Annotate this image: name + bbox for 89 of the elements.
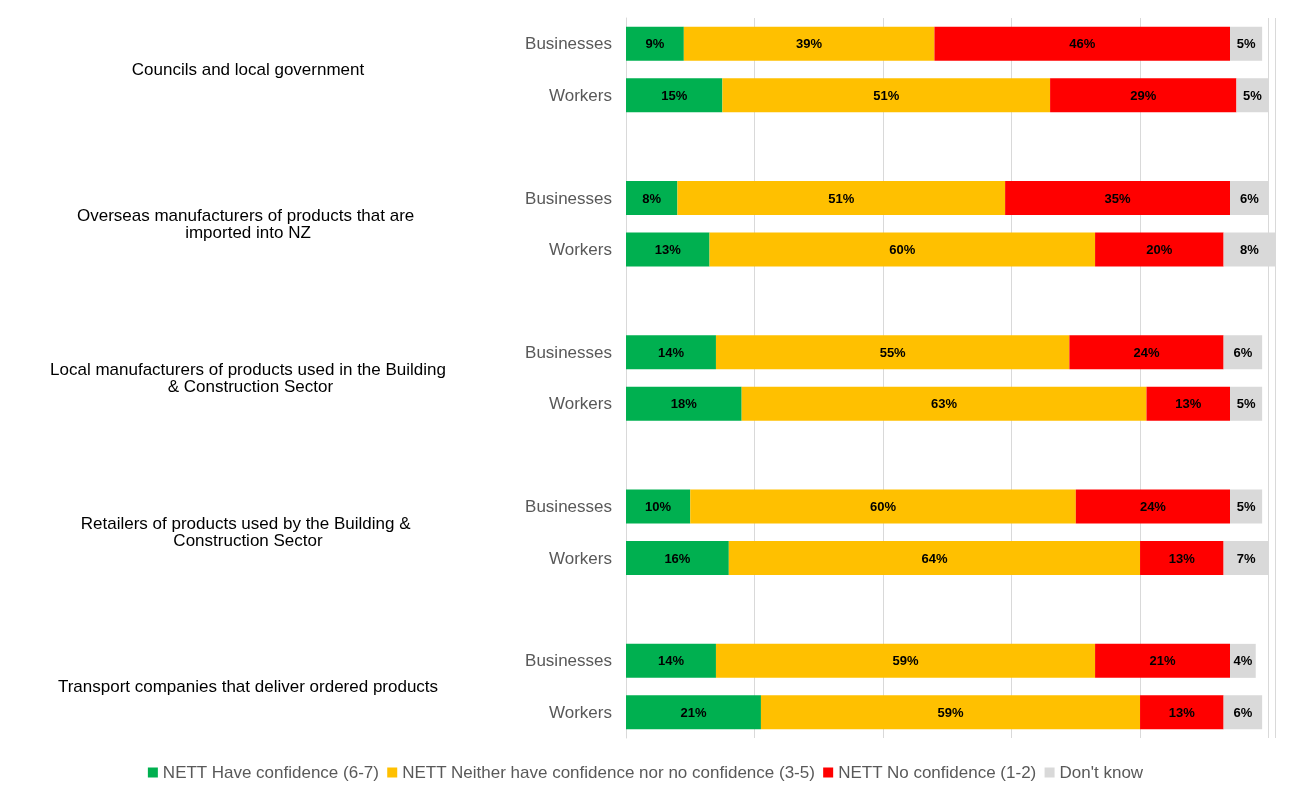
legend-label: Don't know — [1059, 763, 1144, 782]
text: Retailers of products used by the Building & Construction Sector — [80, 514, 416, 551]
bar — [1140, 695, 1224, 730]
data-label: 51% — [873, 87, 900, 103]
data-label: 4% — [1233, 653, 1253, 669]
bar — [1146, 386, 1231, 421]
y-tick-label: Businesses — [525, 188, 612, 208]
bar — [715, 643, 1096, 678]
data-label: 8% — [642, 190, 662, 206]
bar — [1095, 232, 1224, 267]
data-label: 14% — [657, 653, 685, 669]
data-label: 6% — [1233, 704, 1253, 720]
data-label: 15% — [661, 87, 688, 103]
y-tick-label: Workers — [549, 548, 612, 568]
data-label: 29% — [1130, 87, 1157, 103]
data-label: 64% — [921, 550, 948, 566]
bar — [1050, 78, 1237, 113]
data-label: 21% — [1149, 653, 1176, 669]
bar — [722, 78, 1051, 113]
legend-label: NETT No confidence (1-2) — [838, 763, 1037, 782]
data-label: 55% — [879, 344, 907, 360]
data-label: 9% — [645, 36, 665, 52]
bar — [1005, 181, 1231, 215]
bar — [934, 26, 1231, 61]
text: Overseas manufacturers of products that are imported into NZ — [76, 205, 420, 242]
data-label: 35% — [1104, 190, 1132, 206]
y-tick-label: Workers — [549, 239, 612, 259]
legend-label: NETT Neither have confidence nor no confidence (3-5) — [402, 763, 815, 782]
data-label: 51% — [828, 190, 855, 206]
data-label: 5% — [1236, 499, 1256, 515]
bar — [626, 181, 678, 215]
data-label: 13% — [1175, 396, 1202, 412]
data-label: 63% — [931, 396, 958, 412]
y-tick-label: Businesses — [525, 34, 612, 54]
bar — [683, 26, 935, 61]
bar — [1069, 335, 1224, 370]
data-label: 18% — [670, 396, 698, 412]
bar — [1075, 489, 1231, 524]
text: Local manufacturers of products used in the Building & Construction Sector — [50, 360, 446, 396]
bar — [626, 695, 761, 730]
data-label: 5% — [1236, 36, 1256, 52]
bar — [690, 489, 1076, 524]
data-label: 5% — [1236, 396, 1256, 412]
data-label: 46% — [1069, 36, 1096, 52]
text: Councils and local government — [131, 59, 365, 79]
data-label: 60% — [870, 499, 897, 515]
data-label: 24% — [1139, 499, 1167, 515]
bar — [626, 643, 716, 678]
data-label: 5% — [1243, 87, 1263, 103]
bar — [626, 489, 691, 524]
bar — [626, 541, 729, 575]
y-tick-label: Workers — [549, 85, 612, 105]
y-tick-label: Businesses — [525, 342, 612, 362]
bar — [626, 26, 684, 61]
y-tick-label: Businesses — [525, 497, 612, 517]
data-label: 13% — [654, 241, 682, 257]
data-label: 13% — [1168, 704, 1196, 720]
y-tick-label: Workers — [549, 394, 612, 414]
bar — [626, 232, 710, 267]
data-label: 59% — [892, 653, 919, 669]
bar — [760, 695, 1141, 730]
bar — [1095, 643, 1231, 678]
data-label: 59% — [937, 704, 964, 720]
data-label: 20% — [1146, 241, 1173, 257]
bar — [677, 181, 1006, 215]
bar — [1140, 541, 1224, 575]
bar — [709, 232, 1096, 267]
bar — [741, 386, 1147, 421]
bar — [626, 78, 723, 113]
data-label: 39% — [796, 36, 823, 52]
data-label: 60% — [889, 241, 916, 257]
y-tick-label: Workers — [549, 702, 612, 722]
y-tick-label: Businesses — [525, 651, 612, 671]
bar — [715, 335, 1070, 370]
data-label: 21% — [680, 704, 707, 720]
bar — [626, 386, 742, 421]
legend-label: NETT Have confidence (6-7) — [162, 763, 379, 782]
bar — [626, 335, 716, 370]
data-label: 13% — [1168, 550, 1196, 566]
bar — [728, 541, 1141, 575]
data-label: 10% — [645, 499, 672, 515]
data-label: 6% — [1239, 190, 1260, 206]
data-label: 6% — [1233, 344, 1253, 360]
data-label: 24% — [1133, 344, 1160, 360]
text: Transport companies that deliver ordered products — [57, 677, 439, 697]
data-label: 16% — [664, 550, 691, 566]
data-label: 14% — [657, 344, 685, 360]
data-label: 7% — [1236, 550, 1256, 566]
data-label: 8% — [1239, 241, 1260, 257]
